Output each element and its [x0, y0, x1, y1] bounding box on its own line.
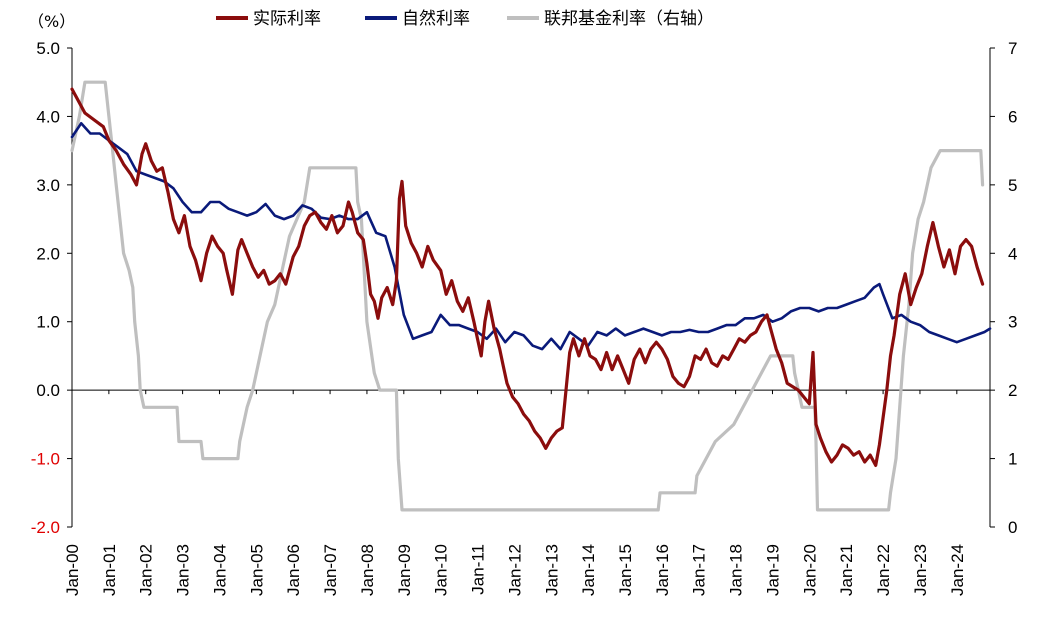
x-tick-label: Jan-04	[210, 544, 229, 596]
left-tick-label: 0.0	[36, 381, 60, 400]
x-tick-label: Jan-09	[395, 544, 414, 596]
x-tick-label: Jan-17	[690, 544, 709, 596]
x-tick-label: Jan-22	[874, 544, 893, 596]
legend-label-0: 实际利率	[253, 9, 321, 29]
x-tick-label: Jan-20	[800, 544, 819, 596]
right-tick-label: 4	[1008, 244, 1017, 263]
x-tick-label: Jan-14	[579, 544, 598, 596]
x-tick-label: Jan-08	[358, 544, 377, 596]
x-tick-label: Jan-16	[653, 544, 672, 596]
x-tick-label: Jan-01	[100, 544, 119, 596]
left-tick-label: 3.0	[36, 176, 60, 195]
x-tick-label: Jan-18	[727, 544, 746, 596]
x-tick-label: Jan-24	[948, 544, 967, 596]
right-tick-label: 7	[1008, 39, 1017, 58]
right-tick-label: 3	[1008, 313, 1017, 332]
legend-label-2: 联邦基金利率（右轴）	[544, 9, 714, 29]
x-tick-label: Jan-21	[837, 544, 856, 596]
axes: -2.0 -1.0 0.0 1.0 2.0 3.0 4.0 5.0 0 1 2 3 4 5 6 7 Jan-00…	[31, 39, 1018, 596]
unit-label: （%）	[28, 12, 75, 31]
right-tick-label: 0	[1008, 518, 1017, 537]
x-tick-label: Jan-10	[432, 544, 451, 596]
series-line-1	[70, 122, 992, 351]
x-tick-label: Jan-05	[247, 544, 266, 596]
left-tick-label: 5.0	[36, 39, 60, 58]
right-tick-label: 1	[1008, 450, 1017, 469]
x-tick-label: Jan-11	[469, 544, 488, 595]
left-tick-label: 4.0	[36, 107, 60, 126]
x-tick-label: Jan-19	[763, 544, 782, 596]
series-line-2	[70, 80, 985, 512]
right-tick-label: 6	[1008, 107, 1017, 126]
legend: 实际利率 自然利率 联邦基金利率（右轴）	[216, 9, 714, 29]
x-tick-label: Jan-12	[505, 544, 524, 596]
x-tick-label: Jan-03	[174, 544, 193, 596]
x-tick-label: Jan-23	[911, 544, 930, 596]
right-tick-label: 2	[1008, 381, 1017, 400]
series-line-0	[70, 87, 985, 467]
right-tick-label: 5	[1008, 176, 1017, 195]
x-tick-label: Jan-06	[284, 544, 303, 596]
left-tick-label: -1.0	[31, 450, 60, 469]
left-tick-label: 1.0	[36, 313, 60, 332]
x-tick-label: Jan-15	[616, 544, 635, 596]
x-tick-label: Jan-07	[321, 544, 340, 596]
x-tick-label: Jan-13	[542, 544, 561, 596]
left-tick-label: 2.0	[36, 244, 60, 263]
legend-label-1: 自然利率	[402, 9, 470, 29]
left-tick-label: -2.0	[31, 518, 60, 537]
x-tick-label: Jan-00	[63, 544, 82, 596]
series-layer	[70, 80, 992, 512]
x-tick-label: Jan-02	[137, 544, 156, 596]
